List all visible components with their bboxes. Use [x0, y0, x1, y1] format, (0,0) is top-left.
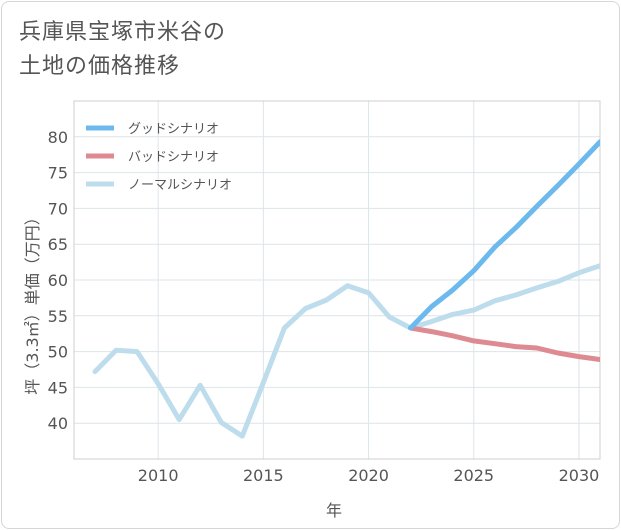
y-tick-label: 80: [48, 128, 68, 147]
legend-label-0: グッドシナリオ: [128, 122, 219, 137]
x-tick-label: 2030: [559, 466, 600, 485]
grid: [74, 101, 600, 459]
x-tick-label: 2015: [243, 466, 284, 485]
tick-labels: 40 45 50 55 60 65 70 75 80 2010 2015 2020 2025 2030: [48, 128, 600, 485]
plot-frame: [73, 100, 601, 460]
chart-title-line2: 土地の価格推移: [19, 54, 181, 79]
chart-title: 兵庫県宝塚市米谷の 土地の価格推移: [19, 16, 226, 84]
y-tick-label: 75: [48, 164, 68, 183]
x-tick-label: 2025: [453, 466, 494, 485]
chart-title-line1: 兵庫県宝塚市米谷の: [19, 20, 227, 45]
series-line-1: [408, 325, 600, 362]
x-tick-label: 2010: [138, 466, 179, 485]
series-line-0: [408, 139, 600, 331]
x-axis-title: 年: [326, 501, 342, 520]
x-tick-label: 2020: [348, 466, 389, 485]
series-group: [92, 139, 600, 439]
y-tick-label: 60: [48, 271, 68, 290]
y-tick-label: 70: [48, 199, 68, 218]
y-tick-label: 55: [48, 307, 68, 326]
legend-label-1: バッドシナリオ: [128, 150, 219, 165]
series-line-2: [92, 263, 600, 439]
y-tick-label: 45: [48, 378, 68, 397]
y-tick-label: 65: [48, 235, 68, 254]
legend-label-2: ノーマルシナリオ: [128, 178, 232, 193]
y-tick-label: 40: [48, 414, 68, 433]
y-axis-title: 坪（3.3㎡）単価（万円）: [23, 209, 42, 394]
y-tick-label: 50: [48, 343, 68, 362]
